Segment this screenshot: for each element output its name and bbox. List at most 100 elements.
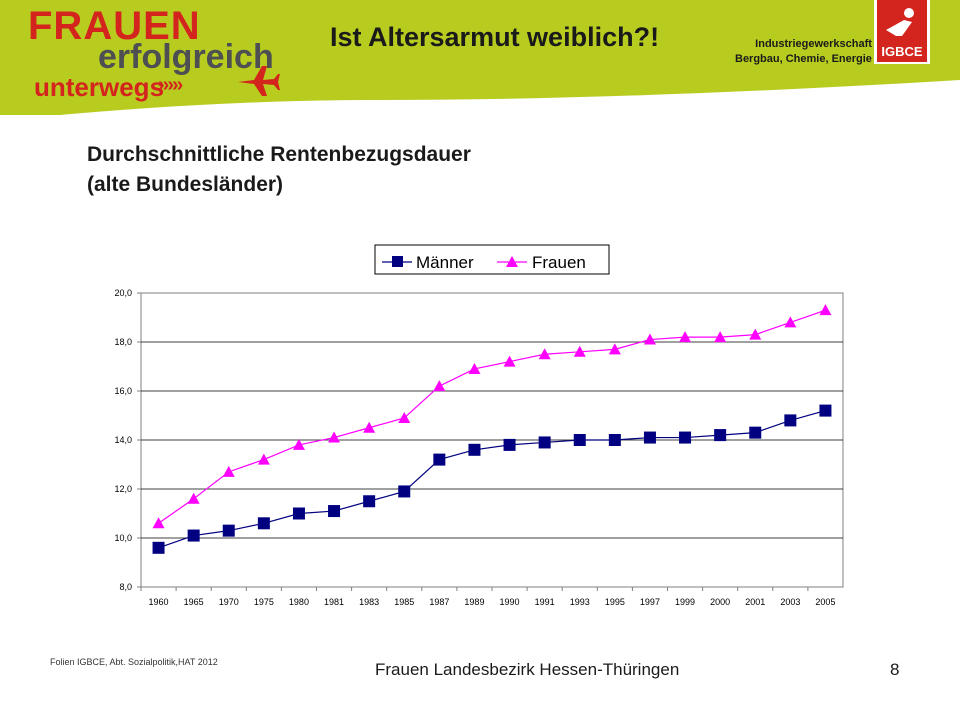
header-banner: FRAUEN erfolgreich unterwegs ››››› Ist A… bbox=[0, 0, 960, 115]
x-tick-label: 1975 bbox=[254, 597, 274, 607]
series-group bbox=[152, 304, 832, 554]
data-point-women bbox=[714, 331, 727, 343]
x-tick-label: 1991 bbox=[535, 597, 555, 607]
data-point-men bbox=[714, 429, 727, 442]
logo-text-erfolgreich: erfolgreich bbox=[98, 38, 274, 76]
x-tick-label: 1960 bbox=[149, 597, 169, 607]
data-point-women bbox=[819, 304, 832, 316]
data-point-men bbox=[573, 434, 586, 446]
data-point-men bbox=[292, 507, 305, 520]
slide-title: Durchschnittliche Rentenbezugsdauer (alt… bbox=[87, 140, 471, 200]
data-point-women bbox=[749, 328, 762, 340]
y-tick-label: 16,0 bbox=[114, 386, 132, 396]
x-tick-label: 1999 bbox=[675, 597, 695, 607]
data-point-women bbox=[538, 348, 551, 360]
data-point-men bbox=[222, 524, 235, 537]
x-tick-label: 1990 bbox=[500, 597, 520, 607]
x-tick-label: 1997 bbox=[640, 597, 660, 607]
data-point-women bbox=[679, 331, 692, 343]
x-tick-label: 2003 bbox=[780, 597, 800, 607]
y-tick-label: 12,0 bbox=[114, 484, 132, 494]
data-point-men bbox=[679, 431, 692, 444]
data-point-women bbox=[398, 411, 411, 423]
data-point-men bbox=[819, 404, 832, 417]
legend-label-women: Frauen bbox=[532, 253, 586, 272]
data-point-men bbox=[398, 485, 411, 498]
series-line-women bbox=[158, 309, 826, 524]
data-point-women bbox=[292, 438, 305, 450]
x-axis-ticks: 1960 1965 1970 1975 1980 1981 1983 1985 1987 1989… bbox=[140, 587, 835, 607]
frauen-erfolgreich-logo: FRAUEN erfolgreich unterwegs ››››› bbox=[0, 0, 320, 115]
logo-figure-head bbox=[904, 8, 914, 18]
slide-title-line2: (alte Bundesländer) bbox=[87, 173, 284, 196]
x-tick-label: 1970 bbox=[219, 597, 239, 607]
data-point-men bbox=[257, 517, 270, 530]
slide-title-line1: Durchschnittliche Rentenbezugsdauer bbox=[87, 143, 471, 166]
x-tick-label: 1981 bbox=[324, 597, 344, 607]
x-tick-label: 1993 bbox=[570, 597, 590, 607]
data-point-men bbox=[468, 443, 481, 456]
igbce-logo: IGBCE bbox=[874, 0, 930, 64]
data-point-men bbox=[328, 505, 341, 518]
data-point-men bbox=[608, 434, 621, 446]
x-tick-label: 1965 bbox=[184, 597, 204, 607]
union-name: Industriegewerkschaft Bergbau, Chemie, E… bbox=[735, 37, 872, 67]
y-axis-ticks: 8,0 10,0 12,0 14,0 16,0 18,0 20,0 bbox=[114, 288, 141, 592]
footer-source-note: Folien IGBCE, Abt. Sozialpolitik,HAT 201… bbox=[50, 657, 218, 667]
data-point-men bbox=[503, 438, 516, 451]
airplane-icon bbox=[238, 66, 280, 96]
data-point-women bbox=[187, 492, 200, 504]
data-point-men bbox=[433, 453, 446, 466]
x-tick-label: 2001 bbox=[745, 597, 765, 607]
y-tick-label: 20,0 bbox=[114, 288, 132, 298]
data-point-women bbox=[257, 453, 270, 465]
data-point-men bbox=[363, 495, 376, 508]
union-name-line2: Bergbau, Chemie, Energie bbox=[735, 53, 872, 65]
data-point-women bbox=[608, 343, 621, 355]
igbce-logo-text: IGBCE bbox=[881, 44, 923, 59]
data-point-women bbox=[433, 380, 446, 392]
data-point-men bbox=[784, 414, 797, 427]
logo-figure-body bbox=[886, 20, 912, 36]
data-point-women bbox=[468, 362, 481, 374]
header-title: Ist Altersarmut weiblich?! bbox=[330, 22, 660, 52]
logo-text-frauen: FRAUEN bbox=[28, 4, 201, 48]
data-point-women bbox=[328, 431, 341, 443]
legend-label-men: Männer bbox=[416, 253, 474, 272]
x-tick-label: 1995 bbox=[605, 597, 625, 607]
legend-marker-men bbox=[392, 256, 403, 267]
chart-legend: Männer Frauen bbox=[374, 244, 610, 275]
gridlines bbox=[141, 341, 843, 539]
footer-center-text: Frauen Landesbezirk Hessen-Thüringen bbox=[375, 660, 680, 679]
data-point-women bbox=[152, 517, 165, 529]
logo-arrows-icon: ››››› bbox=[158, 74, 183, 96]
data-point-men bbox=[749, 426, 762, 439]
x-tick-label: 1983 bbox=[359, 597, 379, 607]
data-point-women bbox=[784, 316, 797, 328]
data-point-women bbox=[573, 345, 586, 357]
banner-background bbox=[0, 0, 960, 115]
y-tick-label: 18,0 bbox=[114, 337, 132, 347]
data-point-men bbox=[187, 529, 200, 542]
y-tick-label: 10,0 bbox=[114, 533, 132, 543]
data-point-women bbox=[363, 421, 376, 433]
x-tick-label: 2005 bbox=[815, 597, 835, 607]
data-point-men bbox=[643, 431, 656, 444]
x-tick-label: 1980 bbox=[289, 597, 309, 607]
y-tick-label: 8,0 bbox=[119, 582, 132, 592]
x-tick-label: 1985 bbox=[394, 597, 414, 607]
data-point-women bbox=[503, 355, 516, 367]
data-point-women bbox=[222, 465, 235, 477]
page-number: 8 bbox=[890, 660, 900, 679]
logo-text-unterwegs: unterwegs bbox=[34, 72, 165, 102]
x-tick-label: 1989 bbox=[464, 597, 484, 607]
data-point-men bbox=[538, 436, 551, 449]
x-tick-label: 2000 bbox=[710, 597, 730, 607]
x-tick-label: 1987 bbox=[429, 597, 449, 607]
data-point-men bbox=[152, 541, 165, 554]
legend-box bbox=[374, 244, 610, 275]
y-tick-label: 14,0 bbox=[114, 435, 132, 445]
data-point-women bbox=[643, 333, 656, 345]
legend-marker-women bbox=[506, 256, 518, 267]
